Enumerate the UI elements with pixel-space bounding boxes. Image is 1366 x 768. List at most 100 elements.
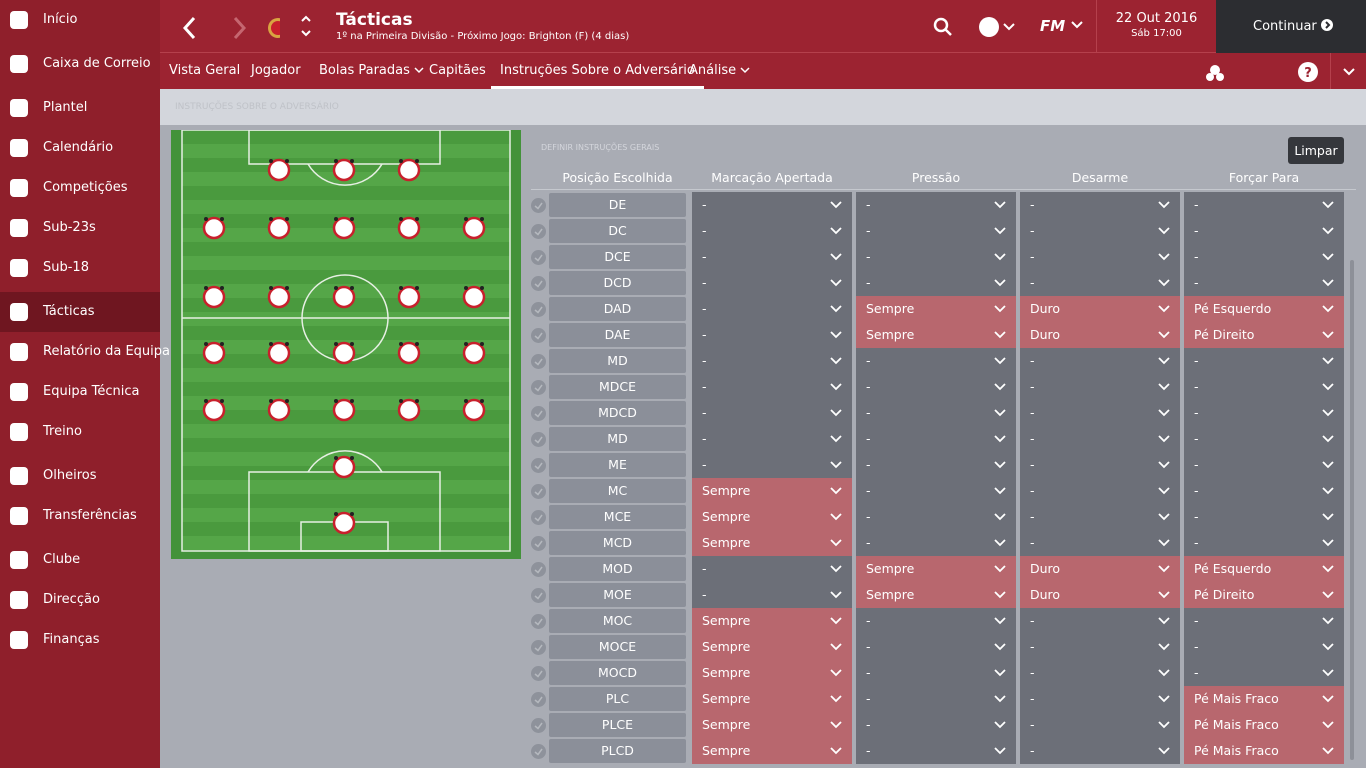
instruction-dropdown[interactable]: - <box>1184 608 1344 634</box>
nav-item[interactable]: Olheiros <box>0 456 160 496</box>
instruction-dropdown[interactable]: - <box>1184 478 1344 504</box>
instruction-dropdown[interactable]: - <box>856 270 1016 296</box>
instruction-dropdown[interactable]: - <box>1184 400 1344 426</box>
instruction-dropdown[interactable]: - <box>1020 426 1180 452</box>
instruction-dropdown[interactable]: Pé Direito <box>1184 322 1344 348</box>
player-marker[interactable] <box>397 216 421 240</box>
instruction-dropdown[interactable]: - <box>1020 504 1180 530</box>
row-check[interactable] <box>531 744 546 759</box>
instruction-dropdown[interactable]: Sempre <box>692 478 852 504</box>
player-marker[interactable] <box>332 341 356 365</box>
player-marker[interactable] <box>397 158 421 182</box>
row-check[interactable] <box>531 614 546 629</box>
nav-item[interactable]: Clube <box>0 540 160 580</box>
instruction-dropdown[interactable]: - <box>1020 712 1180 738</box>
player-marker[interactable] <box>267 158 291 182</box>
player-marker[interactable] <box>462 216 486 240</box>
help-icon[interactable]: ? <box>1298 62 1318 82</box>
instruction-dropdown[interactable]: Sempre <box>856 296 1016 322</box>
row-check[interactable] <box>531 510 546 525</box>
player-marker[interactable] <box>332 511 356 535</box>
tab[interactable]: Instruções Sobre o Adversário <box>491 53 704 89</box>
instruction-dropdown[interactable]: - <box>856 686 1016 712</box>
instruction-dropdown[interactable]: - <box>856 348 1016 374</box>
instruction-dropdown[interactable]: - <box>692 452 852 478</box>
player-marker[interactable] <box>397 285 421 309</box>
instruction-dropdown[interactable]: - <box>1020 374 1180 400</box>
instruction-dropdown[interactable]: Sempre <box>692 660 852 686</box>
instruction-dropdown[interactable]: Duro <box>1020 582 1180 608</box>
row-check[interactable] <box>531 562 546 577</box>
instruction-dropdown[interactable]: - <box>1020 608 1180 634</box>
nav-item[interactable]: Sub-18 <box>0 248 160 288</box>
instruction-dropdown[interactable]: Pé Mais Fraco <box>1184 712 1344 738</box>
instruction-dropdown[interactable]: - <box>1184 660 1344 686</box>
row-check[interactable] <box>531 536 546 551</box>
player-marker[interactable] <box>332 216 356 240</box>
player-marker[interactable] <box>202 285 226 309</box>
scrollbar[interactable] <box>1350 260 1354 760</box>
nav-item[interactable]: Finanças <box>0 620 160 660</box>
instruction-dropdown[interactable]: Pé Esquerdo <box>1184 296 1344 322</box>
tab[interactable]: Jogador <box>242 53 310 89</box>
player-marker[interactable] <box>332 398 356 422</box>
player-marker[interactable] <box>397 398 421 422</box>
instruction-dropdown[interactable]: - <box>1020 634 1180 660</box>
instruction-dropdown[interactable]: Sempre <box>692 712 852 738</box>
instruction-dropdown[interactable]: Pé Mais Fraco <box>1184 738 1344 764</box>
instruction-dropdown[interactable]: - <box>692 426 852 452</box>
world-menu[interactable] <box>978 16 1022 38</box>
nav-item[interactable]: Caixa de Correio <box>0 44 160 84</box>
row-check[interactable] <box>531 380 546 395</box>
instruction-dropdown[interactable]: Duro <box>1020 322 1180 348</box>
instruction-dropdown[interactable]: - <box>856 218 1016 244</box>
instruction-dropdown[interactable]: - <box>1020 738 1180 764</box>
row-check[interactable] <box>531 328 546 343</box>
instruction-dropdown[interactable]: - <box>692 270 852 296</box>
instruction-dropdown[interactable]: Sempre <box>856 322 1016 348</box>
instruction-dropdown[interactable]: - <box>1184 348 1344 374</box>
instruction-dropdown[interactable]: - <box>1020 478 1180 504</box>
tab[interactable]: Análise <box>680 53 759 89</box>
instruction-dropdown[interactable]: - <box>856 712 1016 738</box>
instruction-dropdown[interactable]: - <box>856 660 1016 686</box>
instruction-dropdown[interactable]: Sempre <box>856 582 1016 608</box>
instruction-dropdown[interactable]: - <box>856 192 1016 218</box>
instruction-dropdown[interactable]: - <box>856 530 1016 556</box>
instruction-dropdown[interactable]: - <box>692 556 852 582</box>
instruction-dropdown[interactable]: - <box>856 738 1016 764</box>
instruction-dropdown[interactable]: Sempre <box>692 504 852 530</box>
fm-logo[interactable]: FM <box>1040 17 1066 35</box>
instruction-dropdown[interactable]: Sempre <box>692 634 852 660</box>
instruction-dropdown[interactable]: - <box>856 504 1016 530</box>
instruction-dropdown[interactable]: - <box>692 192 852 218</box>
instruction-dropdown[interactable]: Sempre <box>692 686 852 712</box>
tab[interactable]: Capitães <box>420 53 495 89</box>
instruction-dropdown[interactable]: - <box>692 582 852 608</box>
player-marker[interactable] <box>397 341 421 365</box>
nav-item[interactable]: Direcção <box>0 580 160 620</box>
player-marker[interactable] <box>267 398 291 422</box>
player-marker[interactable] <box>202 398 226 422</box>
clear-button[interactable]: Limpar <box>1288 137 1344 164</box>
row-check[interactable] <box>531 458 546 473</box>
instruction-dropdown[interactable]: - <box>856 374 1016 400</box>
instruction-dropdown[interactable]: - <box>692 322 852 348</box>
row-check[interactable] <box>531 432 546 447</box>
instruction-dropdown[interactable]: - <box>1184 218 1344 244</box>
player-marker[interactable] <box>332 158 356 182</box>
instruction-dropdown[interactable]: - <box>1184 504 1344 530</box>
instruction-dropdown[interactable]: - <box>856 400 1016 426</box>
instruction-dropdown[interactable]: - <box>692 374 852 400</box>
instruction-dropdown[interactable]: - <box>692 218 852 244</box>
player-marker[interactable] <box>462 285 486 309</box>
player-marker[interactable] <box>462 341 486 365</box>
instruction-dropdown[interactable]: - <box>1184 634 1344 660</box>
nav-item[interactable]: Início <box>0 0 160 40</box>
instruction-dropdown[interactable]: Pé Direito <box>1184 582 1344 608</box>
instruction-dropdown[interactable]: - <box>856 244 1016 270</box>
player-marker[interactable] <box>267 216 291 240</box>
instruction-dropdown[interactable]: - <box>1020 270 1180 296</box>
nav-item[interactable]: Tácticas <box>0 292 160 332</box>
instruction-dropdown[interactable]: - <box>692 348 852 374</box>
